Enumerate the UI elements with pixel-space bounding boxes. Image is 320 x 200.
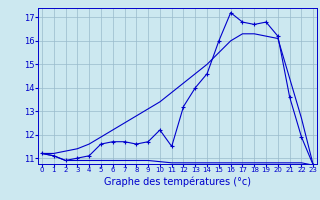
X-axis label: Graphe des températures (°c): Graphe des températures (°c) xyxy=(104,176,251,187)
